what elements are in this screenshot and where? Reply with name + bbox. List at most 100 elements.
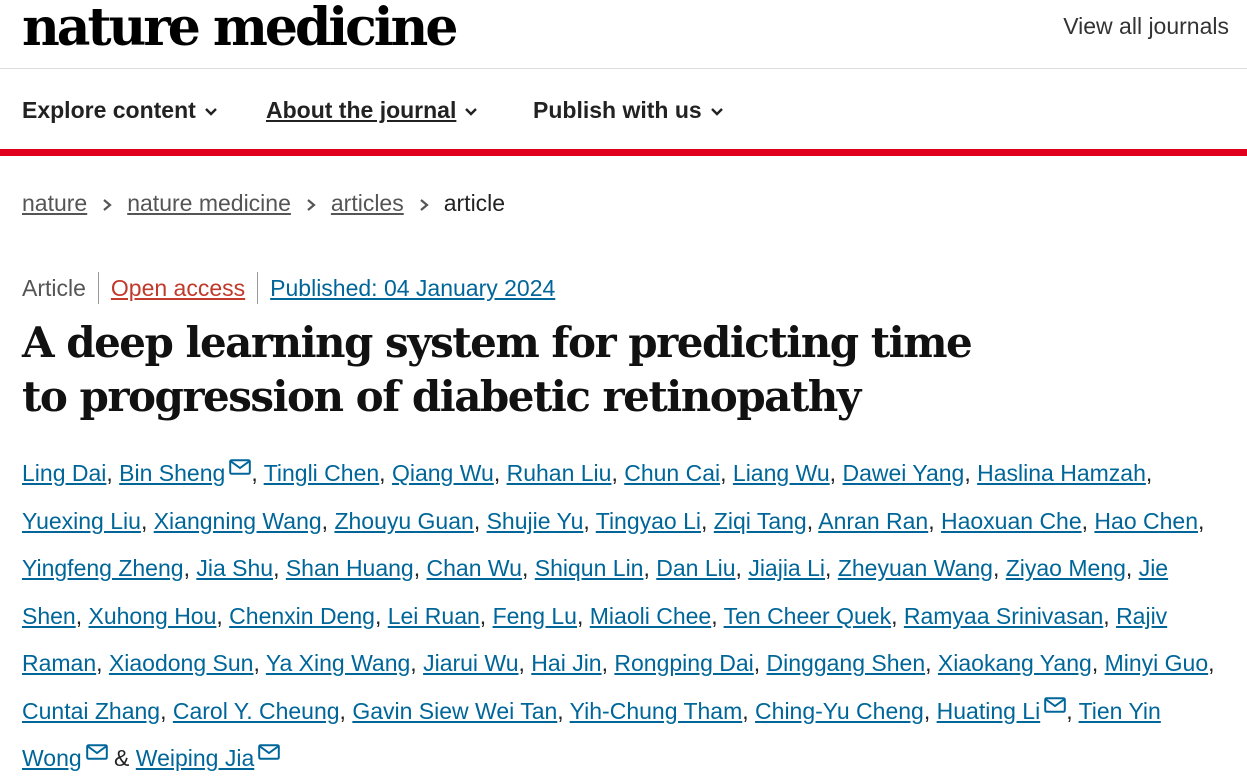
author-link[interactable]: Huating Li [936, 697, 1041, 724]
author-link[interactable]: Lei Ruan [387, 602, 480, 629]
author-link[interactable]: Yingfeng Zheng [22, 555, 184, 581]
author-link[interactable]: Jiajia Li [748, 555, 826, 581]
meta-divider [257, 272, 259, 304]
envelope-icon[interactable] [229, 459, 252, 475]
author-separator: , [643, 555, 657, 581]
breadcrumb-articles[interactable]: articles [330, 190, 404, 216]
author-link[interactable]: Miaoli Chee [589, 602, 712, 629]
author-separator: , [479, 602, 493, 629]
article-type: Article [22, 274, 86, 301]
author-separator: , [253, 650, 266, 676]
author-link[interactable]: Jie Shen [22, 555, 1169, 629]
nav-about-the-journal-label: About the journal [266, 97, 457, 123]
author-separator: , [1091, 650, 1105, 676]
published-date-link[interactable]: Published: 04 January 2024 [270, 274, 556, 301]
author-link[interactable]: Shiqun Lin [534, 555, 644, 581]
nav-publish-with-us[interactable]: Publish with us [533, 97, 724, 124]
envelope-icon[interactable] [1044, 696, 1067, 713]
author-link[interactable]: Dinggang Shen [766, 650, 926, 676]
author-link[interactable]: Rajiv Raman [22, 602, 1168, 677]
author-separator: , [720, 460, 733, 486]
author-link[interactable]: Bin Sheng [119, 460, 226, 486]
author-link[interactable]: Gavin Siew Wei Tan [352, 697, 558, 724]
author-separator: , [1081, 507, 1095, 534]
envelope-icon[interactable] [85, 744, 108, 760]
author-separator: , [964, 460, 978, 486]
author-link[interactable]: Xiaodong Sun [108, 650, 254, 676]
author-separator: , [410, 650, 424, 676]
author-link[interactable]: Ramyaa Srinivasan [903, 602, 1104, 629]
site-header: nature medicine View all journals [0, 0, 1247, 69]
author-link[interactable]: Haoxuan Che [940, 507, 1082, 534]
author-link[interactable]: Xiangning Wang [153, 507, 322, 534]
view-all-journals-link[interactable]: View all journals [1063, 13, 1229, 39]
breadcrumb-nature-medicine[interactable]: nature medicine [127, 190, 291, 216]
author-separator: , [1103, 602, 1117, 629]
author-link[interactable]: Zhouyu Guan [334, 507, 474, 534]
open-access-link[interactable]: Open access [110, 274, 246, 301]
author-link[interactable]: Tingyao Li [595, 507, 702, 534]
author-link[interactable]: Ziqi Tang [713, 507, 807, 534]
author-link[interactable]: Tien Yin Wong [22, 697, 1161, 772]
author-link[interactable]: Hai Jin [531, 650, 602, 676]
author-link[interactable]: Ling Dai [22, 460, 107, 486]
author-separator: , [216, 602, 230, 629]
author-link[interactable]: Ching-Yu Cheng [755, 697, 924, 724]
author-link[interactable]: Chan Wu [426, 555, 522, 581]
author-link[interactable]: Minyi Guo [1104, 650, 1209, 676]
chevron-right-icon [307, 199, 316, 211]
author-link[interactable]: Hao Chen [1094, 507, 1198, 534]
author-separator: , [742, 697, 756, 724]
author-link[interactable]: Ten Cheer Quek [723, 602, 892, 629]
author-link[interactable]: Feng Lu [492, 602, 577, 629]
author-separator: , [557, 697, 570, 724]
author-separator: , [711, 602, 724, 629]
author-link[interactable]: Jia Shu [196, 555, 274, 581]
author-link[interactable]: Haslina Hamzah [977, 460, 1146, 486]
author-link[interactable]: Shan Huang [285, 555, 414, 581]
author-link[interactable]: Yuexing Liu [22, 507, 141, 534]
author-link[interactable]: Zheyuan Wang [837, 555, 993, 581]
author-link[interactable]: Jiarui Wu [423, 650, 519, 676]
author-link[interactable]: Xiaokang Yang [937, 650, 1092, 676]
journal-logo[interactable]: nature medicine [22, 0, 458, 58]
author-separator: , [1125, 555, 1139, 581]
author-separator: , [1208, 650, 1215, 676]
author-link[interactable]: Dan Liu [656, 555, 736, 581]
author-separator: , [1198, 507, 1205, 534]
author-link[interactable]: Tingli Chen [263, 460, 380, 486]
author-link[interactable]: Carol Y. Cheung [172, 697, 340, 724]
author-link[interactable]: Shujie Yu [486, 507, 584, 534]
author-separator: , [992, 555, 1006, 581]
author-separator: , [273, 555, 286, 581]
breadcrumb: nature nature medicine articles article [22, 190, 505, 217]
author-link[interactable]: Cuntai Zhang [22, 697, 161, 724]
author-link[interactable]: Qiang Wu [391, 460, 494, 486]
main-nav: Explore content About the journal Publis… [0, 69, 1247, 149]
meta-divider [97, 272, 99, 304]
author-link[interactable]: Anran Ran [818, 507, 929, 534]
author-separator: , [160, 697, 173, 724]
author-link[interactable]: Chun Cai [624, 460, 721, 486]
author-link[interactable]: Dawei Yang [842, 460, 965, 486]
author-separator: , [583, 507, 596, 534]
nav-about-the-journal[interactable]: About the journal [266, 97, 478, 124]
author-separator: , [183, 555, 197, 581]
author-link[interactable]: Xuhong Hou [88, 602, 217, 629]
author-link[interactable]: Rongping Dai [614, 650, 754, 676]
author-separator: , [96, 650, 109, 676]
author-link[interactable]: Chenxin Deng [229, 602, 375, 629]
author-separator: , [493, 460, 507, 486]
author-separator: , [251, 460, 264, 486]
author-link[interactable]: Ziyao Meng [1005, 555, 1126, 581]
author-separator: , [473, 507, 487, 534]
author-link[interactable]: Yih-Chung Tham [569, 697, 743, 724]
author-link[interactable]: Ruhan Liu [506, 460, 612, 486]
nav-explore-content[interactable]: Explore content [22, 97, 218, 124]
author-link[interactable]: Weiping Jia [135, 745, 255, 771]
breadcrumb-nature[interactable]: nature [22, 190, 88, 216]
author-link[interactable]: Ya Xing Wang [265, 650, 411, 676]
author-link[interactable]: Liang Wu [732, 460, 830, 486]
chevron-right-icon [103, 199, 112, 211]
envelope-icon[interactable] [258, 744, 281, 760]
